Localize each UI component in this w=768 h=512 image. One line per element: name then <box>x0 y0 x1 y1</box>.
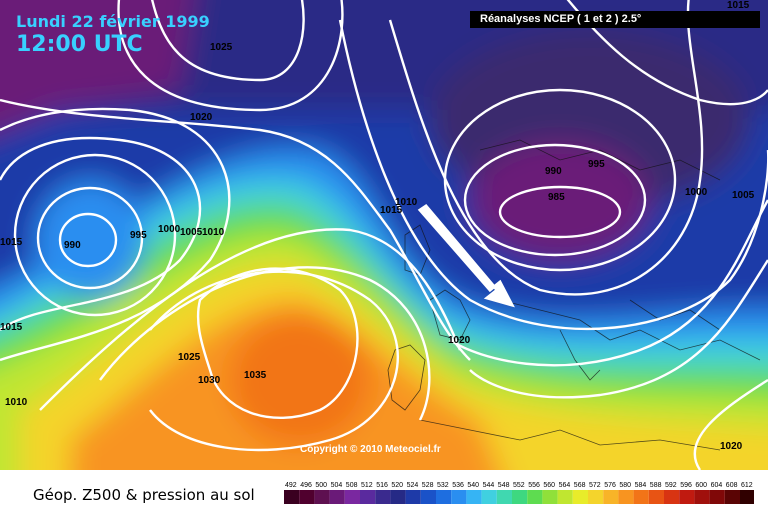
legend-tick-label: 492 <box>285 482 297 489</box>
legend-swatch <box>557 490 573 504</box>
legend-swatch <box>512 490 528 504</box>
legend-tick-label: 596 <box>680 482 692 489</box>
legend-tick-label: 580 <box>619 482 631 489</box>
legend-swatch <box>405 490 421 504</box>
isobar-label: 1030 <box>198 375 221 386</box>
pressure-map: 1025 1020 1015 995 1000 1005 1010 990 10… <box>0 0 768 470</box>
copyright-text: Copyright © 2010 Meteociel.fr <box>300 444 441 455</box>
legend-tick-label: 608 <box>726 482 738 489</box>
legend-tick-label: 512 <box>361 482 373 489</box>
legend-swatch <box>664 490 680 504</box>
legend-tick-label: 576 <box>604 482 616 489</box>
legend-swatch <box>542 490 558 504</box>
isobar-label: 990 <box>64 240 81 251</box>
isobar-label: 1010 <box>202 227 225 238</box>
legend-tick-label: 588 <box>650 482 662 489</box>
isobar-label: 1010 <box>395 197 418 208</box>
isobar-label: 995 <box>588 159 605 170</box>
map-date: Lundi 22 février 1999 <box>16 12 210 31</box>
isobar-label: 1015 <box>0 322 23 333</box>
isobar-label: 1010 <box>5 397 28 408</box>
legend-swatch <box>451 490 467 504</box>
legend-swatch <box>390 490 406 504</box>
isobar-label: 1020 <box>720 441 743 452</box>
isobar-labels: 1025 1020 1015 995 1000 1005 1010 990 10… <box>0 0 755 452</box>
legend-tick-label: 560 <box>543 482 555 489</box>
isobar-label: 1025 <box>178 352 201 363</box>
legend-swatch <box>329 490 345 504</box>
legend-swatch <box>648 490 664 504</box>
legend-tick-label: 544 <box>483 482 495 489</box>
legend-swatch <box>618 490 634 504</box>
isobar-label: 1015 <box>380 205 403 216</box>
flow-arrow-icon <box>417 204 515 308</box>
legend-tick-label: 600 <box>695 482 707 489</box>
isobars <box>0 0 768 470</box>
isobar-label: 1020 <box>448 335 471 346</box>
legend-swatch <box>481 490 497 504</box>
coastlines <box>387 139 761 451</box>
legend-swatch <box>284 490 300 504</box>
legend-swatch <box>679 490 695 504</box>
legend-tick-label: 520 <box>391 482 403 489</box>
legend-swatch <box>527 490 543 504</box>
isobar-label: 985 <box>548 192 565 203</box>
legend-swatch <box>375 490 391 504</box>
legend-swatch <box>436 490 452 504</box>
legend-tick-label: 500 <box>315 482 327 489</box>
legend-tick-label: 504 <box>331 482 343 489</box>
legend-tick-label: 532 <box>437 482 449 489</box>
legend-swatch <box>299 490 315 504</box>
legend-swatch <box>466 490 482 504</box>
legend-tick-label: 584 <box>635 482 647 489</box>
legend-tick-label: 528 <box>422 482 434 489</box>
isobar-label: 1015 <box>727 0 750 11</box>
legend-swatch <box>633 490 649 504</box>
isobar-label: 995 <box>130 230 147 241</box>
legend-tick-label: 536 <box>452 482 464 489</box>
legend-swatch <box>603 490 619 504</box>
legend-tick-label: 592 <box>665 482 677 489</box>
legend-tick-label: 552 <box>513 482 525 489</box>
isobar-label: 1005 <box>180 227 203 238</box>
legend-swatch <box>314 490 330 504</box>
isobar-label: 1005 <box>732 190 755 201</box>
isobar-label: 1000 <box>158 224 181 235</box>
color-legend: 492 496 500 504 508 512 516 520 524 528 532 536 540 5… <box>284 482 754 504</box>
legend-tick-label: 568 <box>574 482 586 489</box>
isobar-label: 1035 <box>244 370 267 381</box>
isobar-label: 1000 <box>685 187 708 198</box>
isobar-label: 990 <box>545 166 562 177</box>
legend-swatch <box>344 490 360 504</box>
legend-tick-label: 496 <box>300 482 312 489</box>
legend-tick-label: 540 <box>467 482 479 489</box>
legend-tick-label: 508 <box>346 482 358 489</box>
legend-swatch <box>420 490 436 504</box>
legend-swatch <box>496 490 512 504</box>
legend-tick-label: 612 <box>741 482 753 489</box>
legend-swatch <box>588 490 604 504</box>
map-title: Géop. Z500 & pression au sol <box>33 486 255 504</box>
legend-tick-label: 564 <box>559 482 571 489</box>
legend-tick-label: 524 <box>407 482 419 489</box>
legend-tick-label: 556 <box>528 482 540 489</box>
map-time: 12:00 UTC <box>16 32 143 57</box>
isobar-label: 1025 <box>210 42 233 53</box>
legend-swatch <box>694 490 710 504</box>
legend-swatch <box>709 490 725 504</box>
legend-swatch <box>724 490 740 504</box>
legend-tick-label: 516 <box>376 482 388 489</box>
legend-swatch <box>572 490 588 504</box>
isobar-label: 1015 <box>0 237 23 248</box>
legend-tick-label: 572 <box>589 482 601 489</box>
legend-swatch <box>740 490 754 504</box>
legend-swatch <box>360 490 376 504</box>
data-source-label: Réanalyses NCEP ( 1 et 2 ) 2.5° <box>470 11 760 28</box>
isobar-label: 1020 <box>190 112 213 123</box>
legend-tick-label: 604 <box>711 482 723 489</box>
legend-tick-label: 548 <box>498 482 510 489</box>
